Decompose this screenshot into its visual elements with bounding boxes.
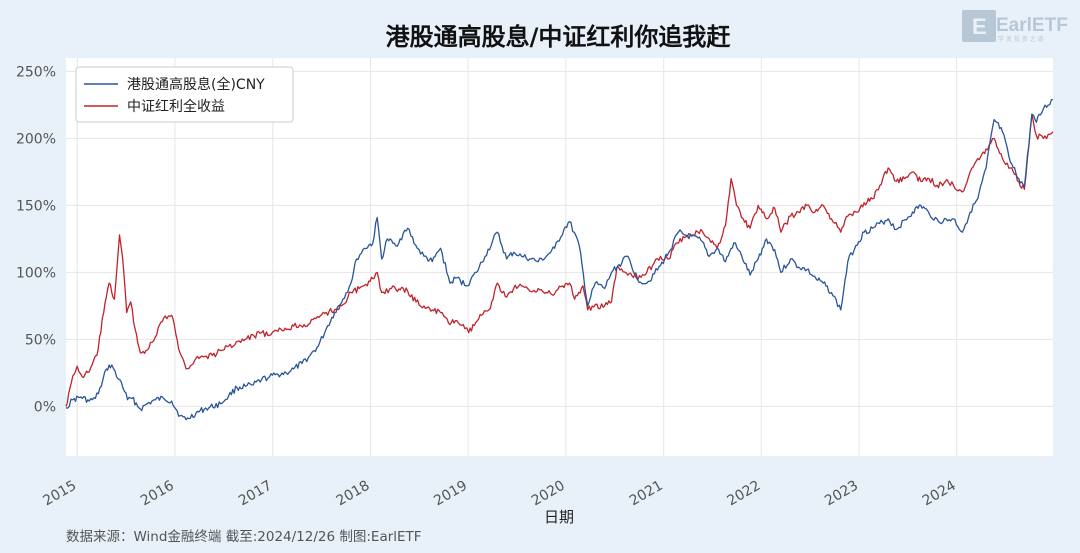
- y-tick-label: 50%: [25, 332, 56, 348]
- logo-mark-icon: [962, 10, 996, 42]
- legend-box: [75, 66, 294, 123]
- logo-subtext: 学 发 投 资 之 道: [998, 35, 1044, 43]
- y-axis: 0% 50% 100% 150% 200% 250%: [16, 64, 56, 415]
- series-line-hk-high-dividend: [65, 98, 1054, 421]
- plot-area: [66, 58, 1053, 456]
- svg-text:E: E: [972, 14, 987, 39]
- x-axis-label: 日期: [544, 508, 574, 526]
- y-tick-label: 100%: [16, 265, 56, 281]
- chart-title: 港股通高股息/中证红利你追我赶: [386, 23, 732, 51]
- y-tick-label: 150%: [16, 198, 56, 214]
- y-tick-label: 0%: [34, 399, 56, 415]
- y-tick-label: 200%: [16, 131, 56, 147]
- logo-text: EarlETF: [996, 15, 1068, 36]
- earletf-logo: E EarlETF 学 发 投 资 之 道: [962, 10, 1068, 43]
- legend: 港股通高股息(全)CNY 中证红利全收益: [75, 66, 294, 123]
- y-tick-label: 250%: [16, 64, 56, 80]
- series-line-csi-dividend: [65, 113, 1054, 407]
- source-note: 数据来源：Wind金融终端 截至:2024/12/26 制图:EarlETF: [66, 529, 422, 545]
- legend-label-csi-dividend: 中证红利全收益: [127, 98, 225, 115]
- legend-label-hk-high-dividend: 港股通高股息(全)CNY: [127, 76, 265, 93]
- series-lines: [65, 98, 1054, 421]
